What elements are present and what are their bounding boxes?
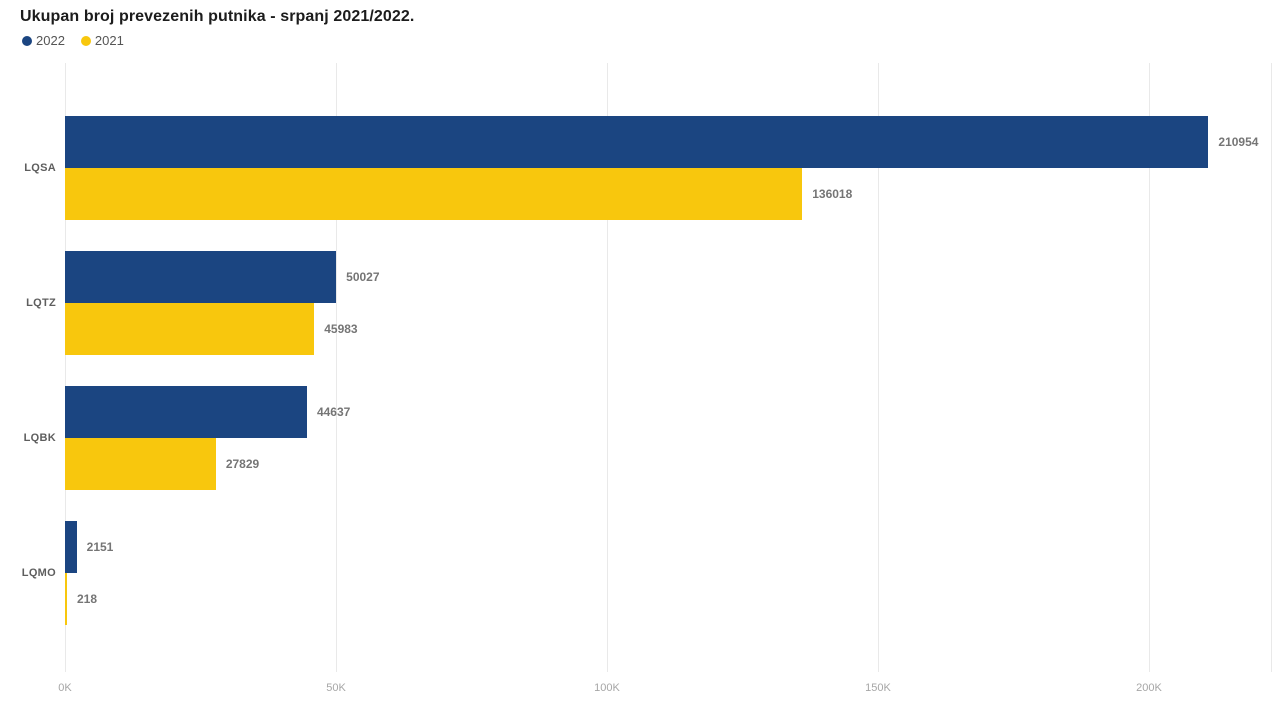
legend-item-2022[interactable]: 2022: [22, 33, 65, 48]
gridline: [65, 63, 66, 672]
bar-2022-lqbk[interactable]: [65, 386, 307, 438]
value-label-2022-lqsa: 210954: [1218, 135, 1259, 149]
x-axis-tick-label: 50K: [326, 682, 346, 694]
bar-2021-lqtz[interactable]: [65, 303, 315, 355]
legend-dot-2021-icon: [80, 35, 91, 46]
x-axis-tick-label: 150K: [865, 682, 891, 694]
value-label-2022-lqbk: 44637: [316, 405, 351, 419]
legend-label-2022: 2022: [36, 33, 65, 48]
legend-item-2021[interactable]: 2021: [80, 33, 124, 48]
bar-2021-lqsa[interactable]: [65, 168, 803, 220]
x-axis-tick-label: 200K: [1136, 682, 1162, 694]
value-label-2022-lqtz: 50027: [346, 270, 380, 284]
legend-label-2021: 2021: [94, 33, 124, 48]
category-label-lqbk: LQBK: [23, 432, 56, 444]
bar-2022-lqtz[interactable]: [65, 251, 337, 303]
value-label-2022-lqmo: 2151: [86, 540, 114, 554]
category-label-lqmo: LQMO: [21, 567, 56, 579]
x-axis-tick-label: 100K: [594, 682, 620, 694]
plot-border-right: [1271, 63, 1272, 672]
gridline: [336, 63, 337, 672]
value-label-2021-lqtz: 45983: [324, 322, 358, 336]
value-label-2021-lqmo: 218: [77, 592, 98, 606]
bar-2021-lqmo[interactable]: [65, 573, 67, 625]
gridline: [1149, 63, 1151, 672]
chart-title: Ukupan broj prevezenih putnika - srpanj …: [20, 8, 415, 25]
bar-2022-lqmo[interactable]: [65, 521, 77, 573]
x-axis-tick-label: 0K: [58, 682, 72, 694]
legend: 2022 2021: [22, 33, 124, 48]
value-label-2021-lqbk: 27829: [225, 457, 260, 471]
bar-2022-lqsa[interactable]: [65, 116, 1209, 168]
gridline: [607, 63, 609, 672]
gridline: [878, 63, 880, 672]
category-label-lqsa: LQSA: [24, 162, 56, 174]
category-label-lqtz: LQTZ: [26, 297, 56, 309]
value-label-2021-lqsa: 136018: [812, 187, 853, 201]
bar-2021-lqbk[interactable]: [65, 438, 216, 490]
legend-dot-2022-icon: [22, 35, 32, 46]
